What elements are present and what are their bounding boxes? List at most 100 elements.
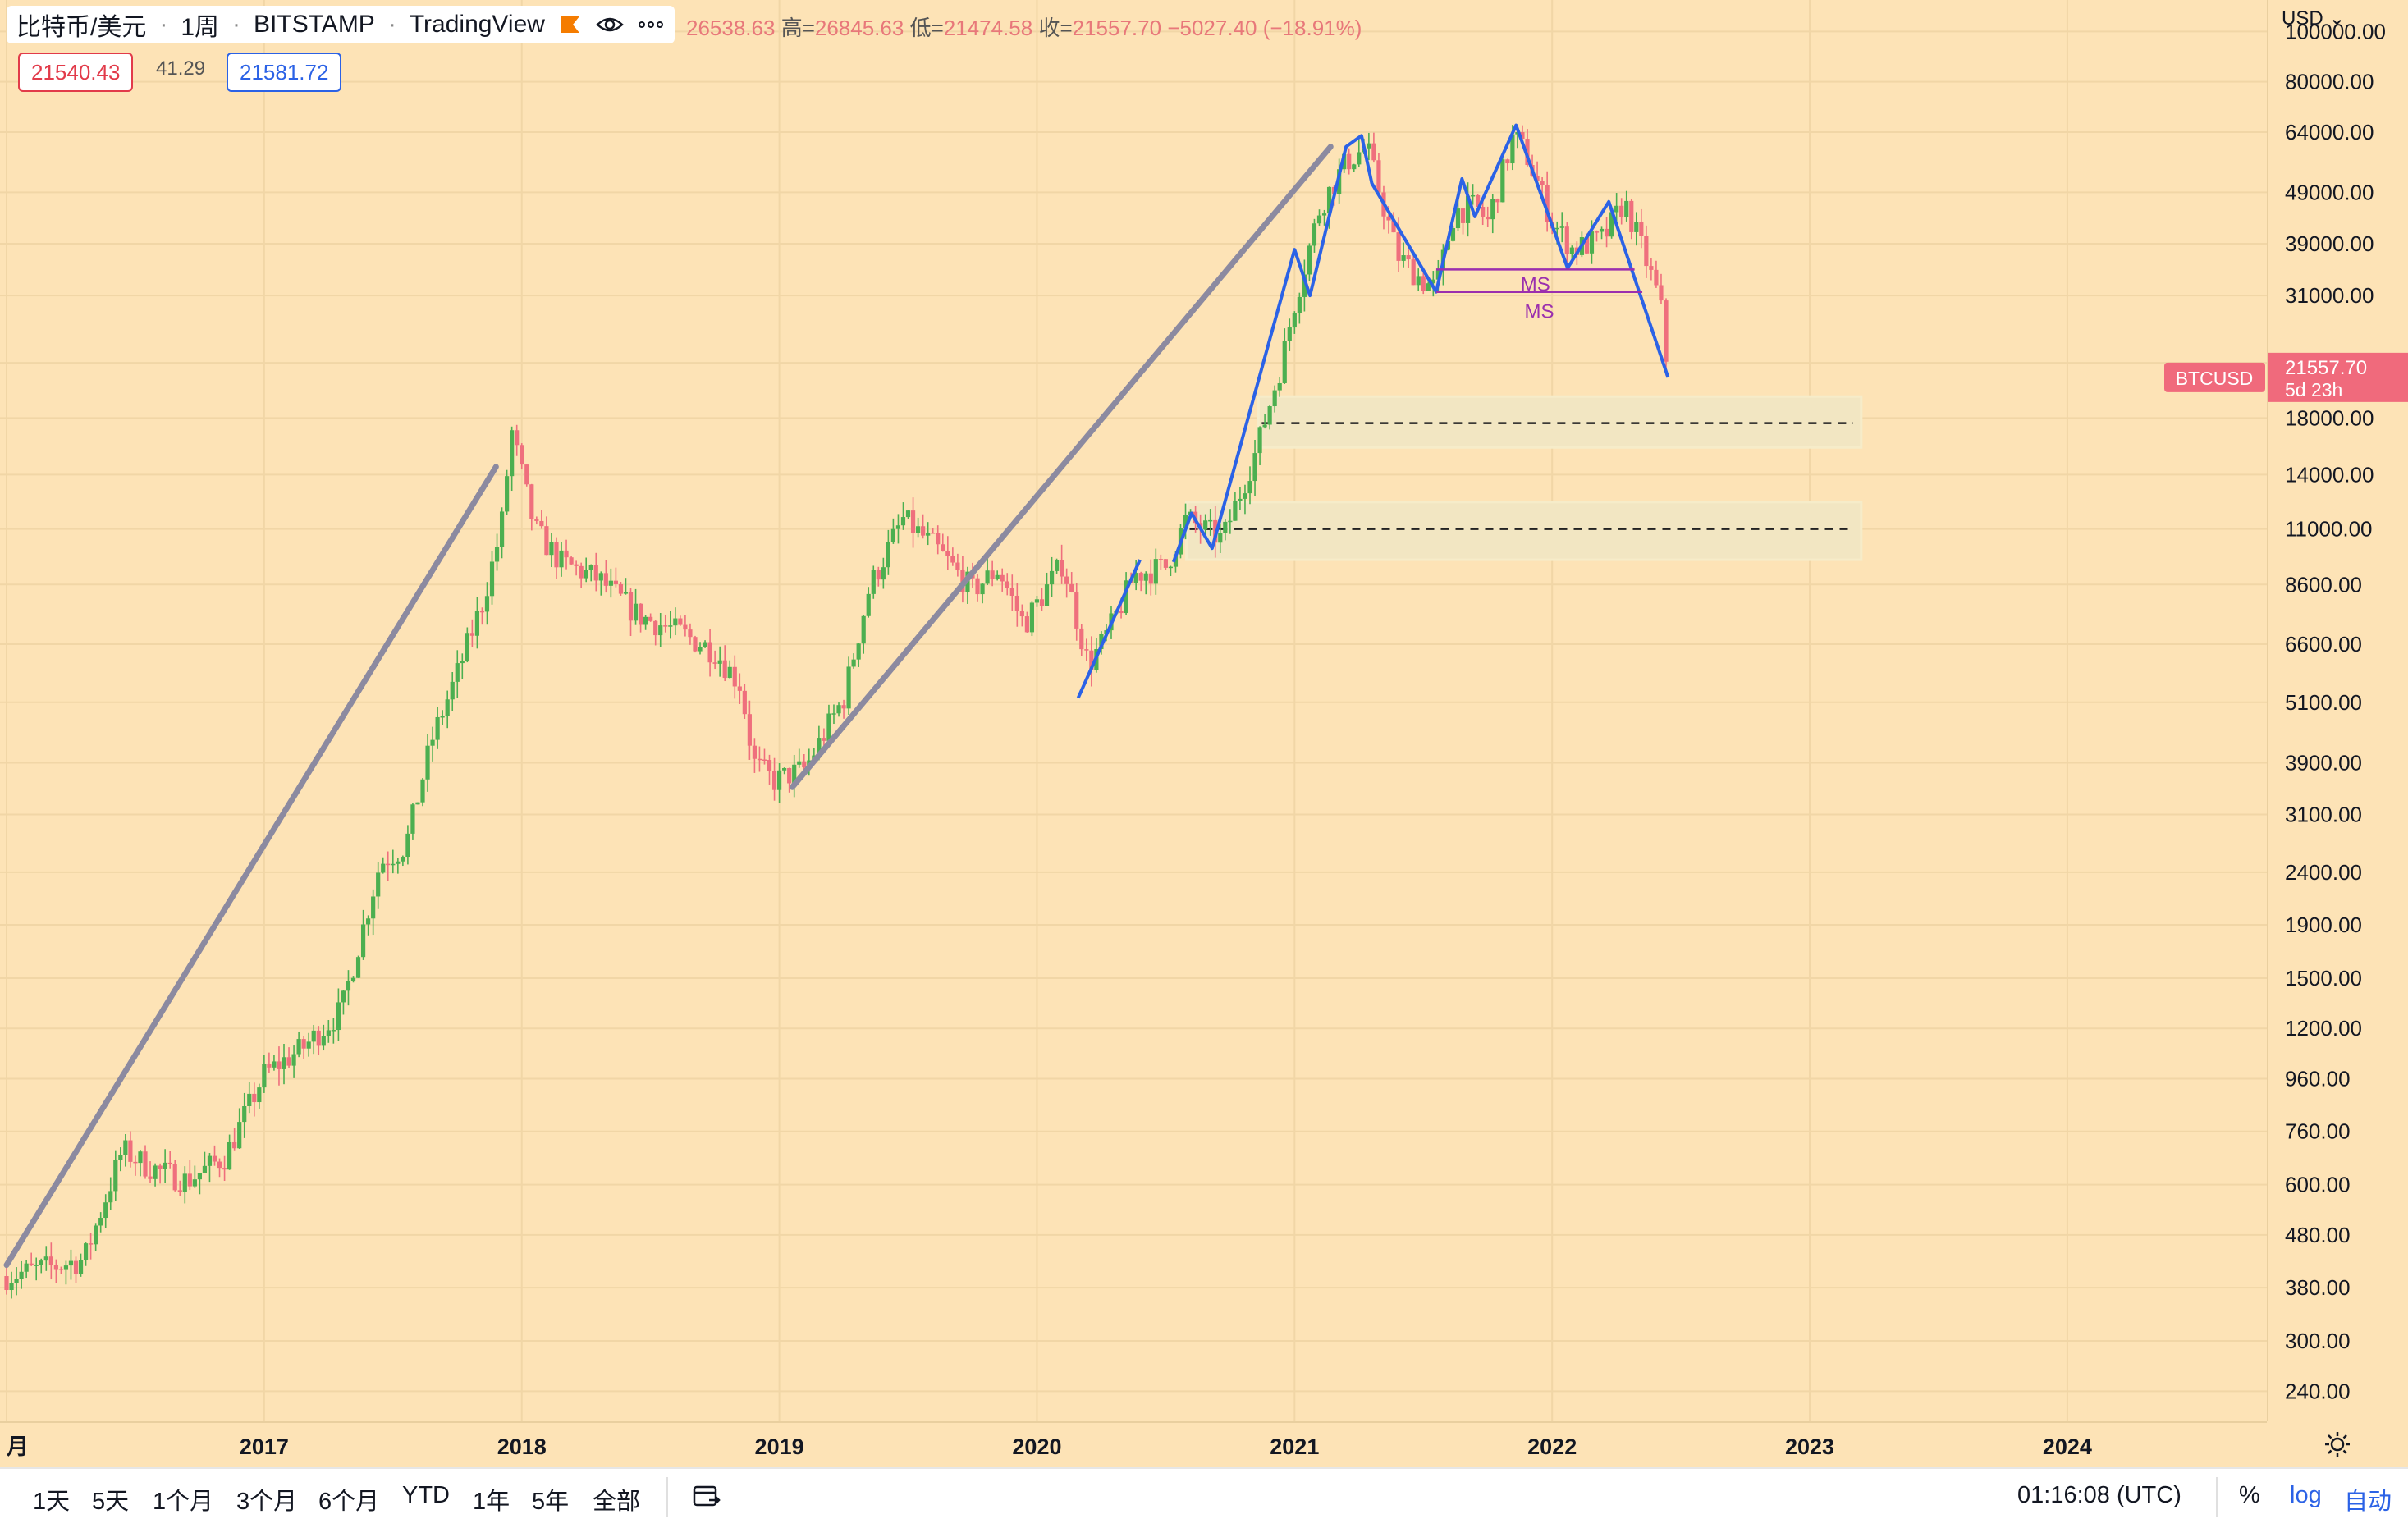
candle bbox=[187, 1160, 192, 1191]
candle-body bbox=[277, 1061, 282, 1069]
candle-body bbox=[430, 739, 435, 746]
utc-clock[interactable]: 01:16:08 (UTC) bbox=[2017, 1482, 2181, 1508]
candle-body bbox=[177, 1190, 182, 1192]
time-axis[interactable]: 月 2017 2018 2019 2020 2021 2022 2023 2024 bbox=[0, 1421, 2267, 1469]
candle bbox=[1297, 292, 1302, 324]
candle bbox=[771, 757, 777, 801]
range-button[interactable]: 1年 bbox=[473, 1489, 510, 1515]
candle bbox=[63, 1260, 69, 1285]
chart-plot-area[interactable]: MS MS BTCUSD bbox=[0, 0, 2267, 1421]
candle-body bbox=[698, 647, 703, 652]
candle bbox=[1238, 487, 1243, 510]
candle-body bbox=[1486, 216, 1490, 220]
candle bbox=[435, 707, 440, 749]
range-button[interactable]: 1个月 bbox=[153, 1489, 214, 1515]
settings-gear-icon[interactable] bbox=[2323, 1430, 2352, 1459]
candle bbox=[1460, 208, 1466, 235]
candle bbox=[217, 1158, 222, 1178]
currency-selector[interactable]: USD ⌄ bbox=[2282, 7, 2346, 30]
candle bbox=[1029, 601, 1035, 637]
candle bbox=[316, 1026, 321, 1055]
candle bbox=[797, 748, 802, 768]
range-button[interactable]: 5天 bbox=[92, 1489, 130, 1515]
range-button[interactable]: 1天 bbox=[33, 1489, 71, 1515]
candle bbox=[767, 754, 772, 785]
ma1-badge[interactable]: 21540.43 bbox=[18, 53, 134, 92]
legend-dot: · bbox=[387, 11, 396, 38]
auto-toggle[interactable]: 自动 bbox=[2344, 1489, 2392, 1515]
candle-body bbox=[371, 896, 376, 919]
candle-body bbox=[1272, 390, 1277, 407]
price-tick-label: 64000.00 bbox=[2285, 120, 2374, 144]
candle bbox=[103, 1194, 108, 1228]
candle-body bbox=[792, 764, 797, 784]
candle-body bbox=[1481, 207, 1486, 217]
range-button[interactable]: 6个月 bbox=[318, 1489, 380, 1515]
candle-body bbox=[1416, 276, 1421, 286]
candle bbox=[479, 607, 485, 625]
ma-diff-value: 41.29 bbox=[156, 57, 206, 80]
price-tick-label: 11000.00 bbox=[2285, 517, 2373, 542]
candle-body bbox=[1664, 300, 1669, 362]
price-tick-label: 80000.00 bbox=[2285, 70, 2374, 94]
compare-range-icon[interactable] bbox=[691, 1482, 722, 1510]
price-axis[interactable]: 100000.00 80000.00 64000.00 49000.00 39000.0… bbox=[2267, 0, 2408, 1421]
candle bbox=[58, 1266, 63, 1274]
legend-dot: · bbox=[232, 11, 241, 38]
more-icon[interactable] bbox=[637, 13, 665, 36]
candle bbox=[950, 547, 955, 566]
candle-body bbox=[1634, 222, 1639, 232]
candle bbox=[737, 673, 742, 704]
candle bbox=[678, 615, 683, 626]
candle bbox=[628, 588, 634, 637]
candle bbox=[138, 1150, 143, 1177]
candle bbox=[836, 702, 841, 717]
candle-body bbox=[103, 1202, 108, 1219]
candle-body bbox=[1321, 213, 1327, 216]
candle-body bbox=[1089, 650, 1094, 670]
candle-body bbox=[529, 484, 534, 519]
candle-body bbox=[1644, 236, 1649, 267]
ma2-badge[interactable]: 21581.72 bbox=[227, 53, 342, 92]
candle bbox=[1228, 509, 1233, 534]
symbol-legend: 比特币/美元 · 1周 · BITSTAMP · TradingView bbox=[7, 6, 675, 43]
range-button[interactable]: 5年 bbox=[532, 1489, 570, 1515]
candle bbox=[717, 646, 722, 677]
candle bbox=[757, 746, 762, 772]
symbol-chip[interactable]: 比特币/美元 · 1周 · BITSTAMP · TradingView bbox=[7, 6, 675, 43]
candle-body bbox=[747, 714, 752, 746]
candle-body bbox=[1460, 208, 1466, 223]
range-button[interactable]: 3个月 bbox=[236, 1489, 298, 1515]
candle-body bbox=[910, 510, 916, 533]
candle bbox=[1024, 611, 1029, 633]
zigzag-line bbox=[1076, 559, 1142, 699]
candle bbox=[296, 1031, 301, 1058]
candle bbox=[643, 615, 648, 630]
candle bbox=[1208, 509, 1213, 536]
candle-body bbox=[539, 520, 544, 527]
candle-body bbox=[1396, 232, 1401, 261]
log-toggle[interactable]: log bbox=[2290, 1482, 2322, 1508]
range-button[interactable]: 全部 bbox=[593, 1489, 641, 1515]
candle bbox=[1401, 242, 1406, 268]
legend-dot: · bbox=[159, 11, 168, 38]
candle-body bbox=[29, 1263, 34, 1265]
candle bbox=[841, 699, 846, 719]
time-tick-label: 2023 bbox=[1785, 1434, 1834, 1459]
percent-toggle[interactable]: % bbox=[2239, 1482, 2260, 1508]
support-zone bbox=[1257, 395, 1863, 449]
candle-body bbox=[242, 1106, 247, 1123]
candle bbox=[1223, 519, 1228, 541]
candle bbox=[1321, 209, 1327, 226]
candle bbox=[549, 533, 554, 568]
flag-icon[interactable] bbox=[558, 13, 583, 36]
eye-icon[interactable] bbox=[596, 13, 624, 36]
candle-body bbox=[1629, 200, 1634, 232]
range-button[interactable]: YTD bbox=[402, 1482, 450, 1508]
candle-body bbox=[1490, 199, 1495, 220]
candle bbox=[197, 1173, 202, 1195]
candle-body bbox=[588, 565, 593, 570]
candle bbox=[455, 650, 460, 698]
price-axis-labels: 100000.00 80000.00 64000.00 49000.00 39000.0… bbox=[2268, 19, 2408, 1403]
